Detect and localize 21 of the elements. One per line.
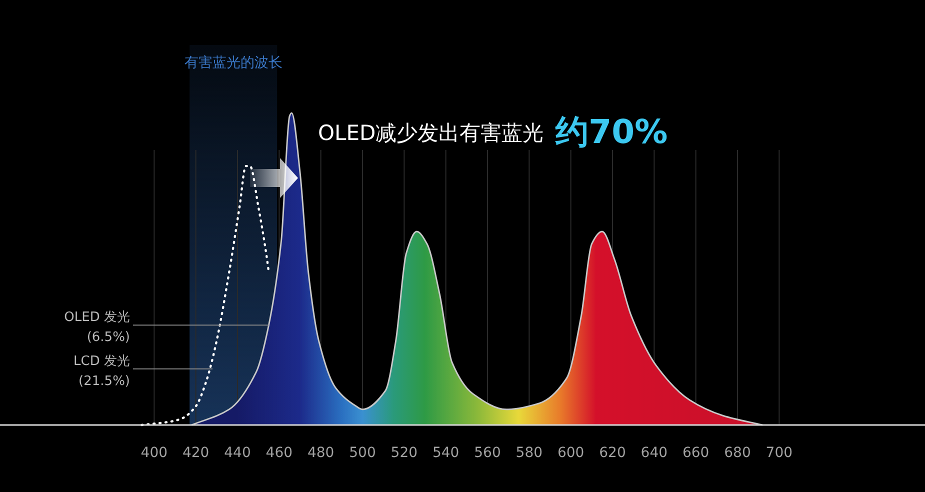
x-tick-label: 580 (516, 445, 543, 461)
band-label: 有害蓝光的波长 (184, 55, 282, 71)
x-tick-label: 600 (557, 445, 584, 461)
x-tick-label: 560 (474, 445, 501, 461)
x-tick-label: 680 (724, 445, 751, 461)
x-tick-label: 480 (307, 445, 334, 461)
x-tick-label: 660 (682, 445, 710, 461)
chart-title: OLED减少发出有害蓝光 (318, 121, 544, 145)
x-tick-label: 400 (140, 445, 168, 461)
annotation: OLED 发光 (6.5%) (64, 310, 130, 346)
x-tick-label: 500 (349, 445, 376, 461)
x-tick-label: 640 (640, 445, 668, 461)
x-tick-label: 540 (432, 445, 460, 461)
x-tick-label: 700 (766, 445, 793, 461)
x-tick-label: 460 (266, 445, 293, 461)
chart-subtitle: 约70% (554, 112, 668, 151)
x-tick-label: 620 (599, 445, 626, 461)
x-tick-label: 440 (224, 445, 251, 461)
x-tick-label: 520 (390, 445, 418, 461)
x-tick-label: 420 (182, 445, 210, 461)
annotation: LCD 发光 (21.5%) (74, 354, 130, 389)
